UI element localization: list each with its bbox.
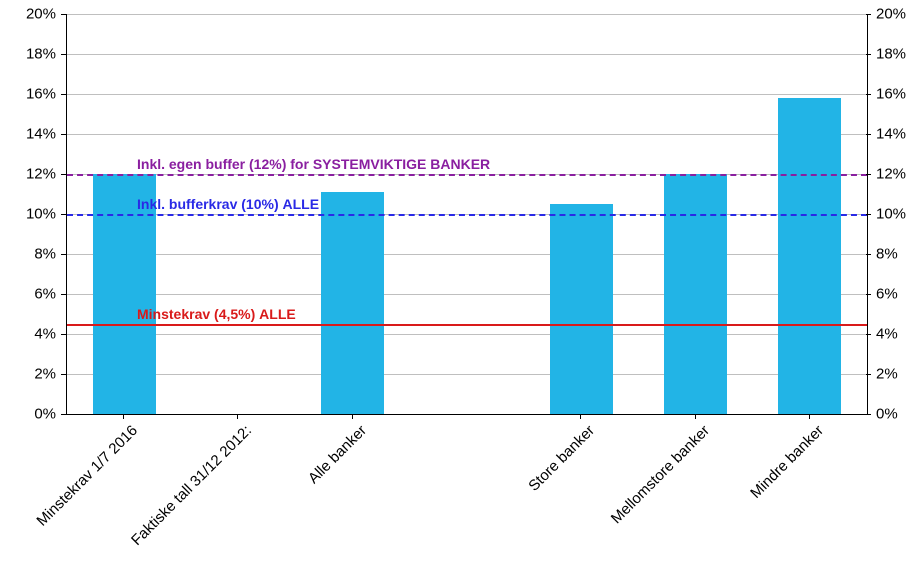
y-tick-mark-left xyxy=(61,94,66,95)
gridline xyxy=(67,14,867,15)
y-tick-label-right: 12% xyxy=(876,166,906,183)
reference-line-label: Minstekrav (4,5%) ALLE xyxy=(137,306,296,322)
reference-line-label: Inkl. egen buffer (12%) for SYSTEMVIKTIG… xyxy=(137,156,490,172)
y-tick-mark-left xyxy=(61,414,66,415)
y-tick-mark-right xyxy=(866,334,871,335)
y-tick-mark-right xyxy=(866,174,871,175)
gridline xyxy=(67,334,867,335)
y-tick-label-left: 10% xyxy=(0,206,56,223)
y-tick-label-left: 4% xyxy=(0,326,56,343)
y-tick-label-left: 8% xyxy=(0,246,56,263)
gridline xyxy=(67,254,867,255)
y-tick-mark-right xyxy=(866,14,871,15)
x-tick-mark xyxy=(809,414,810,419)
y-tick-label-left: 20% xyxy=(0,6,56,23)
y-tick-label-right: 6% xyxy=(876,286,898,303)
y-tick-label-right: 20% xyxy=(876,6,906,23)
reference-line-label: Inkl. bufferkrav (10%) ALLE xyxy=(137,196,319,212)
y-tick-mark-right xyxy=(866,294,871,295)
x-tick-mark xyxy=(352,414,353,419)
y-tick-mark-left xyxy=(61,14,66,15)
y-tick-mark-left xyxy=(61,174,66,175)
y-tick-mark-right xyxy=(866,134,871,135)
reference-line xyxy=(67,324,867,326)
bar xyxy=(778,98,841,414)
y-tick-mark-right xyxy=(866,254,871,255)
y-tick-label-left: 2% xyxy=(0,366,56,383)
y-tick-label-right: 4% xyxy=(876,326,898,343)
y-tick-mark-left xyxy=(61,134,66,135)
bar-chart: Minstekrav (4,5%) ALLE Inkl. bufferkrav (… xyxy=(0,0,924,576)
gridline xyxy=(67,374,867,375)
gridline xyxy=(67,54,867,55)
y-tick-mark-right xyxy=(866,374,871,375)
y-tick-mark-left xyxy=(61,374,66,375)
y-tick-mark-right xyxy=(866,54,871,55)
reference-line xyxy=(67,214,867,216)
x-tick-mark xyxy=(237,414,238,419)
gridline xyxy=(67,94,867,95)
y-tick-mark-left xyxy=(61,334,66,335)
y-tick-label-right: 18% xyxy=(876,46,906,63)
plot-area: Minstekrav (4,5%) ALLE Inkl. bufferkrav (… xyxy=(66,14,868,415)
x-tick-mark xyxy=(695,414,696,419)
y-tick-label-left: 16% xyxy=(0,86,56,103)
bar xyxy=(321,192,384,414)
y-tick-label-right: 10% xyxy=(876,206,906,223)
gridline xyxy=(67,134,867,135)
y-tick-label-left: 14% xyxy=(0,126,56,143)
y-tick-label-left: 0% xyxy=(0,406,56,423)
x-tick-mark xyxy=(123,414,124,419)
y-tick-mark-left xyxy=(61,294,66,295)
y-tick-label-right: 14% xyxy=(876,126,906,143)
y-tick-label-left: 12% xyxy=(0,166,56,183)
y-tick-label-left: 18% xyxy=(0,46,56,63)
y-tick-mark-right xyxy=(866,214,871,215)
y-tick-label-left: 6% xyxy=(0,286,56,303)
gridline xyxy=(67,294,867,295)
y-tick-mark-left xyxy=(61,254,66,255)
y-tick-label-right: 0% xyxy=(876,406,898,423)
y-tick-mark-right xyxy=(866,414,871,415)
y-tick-mark-right xyxy=(866,94,871,95)
y-tick-label-right: 16% xyxy=(876,86,906,103)
y-tick-mark-left xyxy=(61,54,66,55)
y-tick-label-right: 2% xyxy=(876,366,898,383)
y-tick-mark-left xyxy=(61,214,66,215)
bar xyxy=(664,174,727,414)
reference-line xyxy=(67,174,867,176)
x-tick-mark xyxy=(580,414,581,419)
y-tick-label-right: 8% xyxy=(876,246,898,263)
bar xyxy=(550,204,613,414)
